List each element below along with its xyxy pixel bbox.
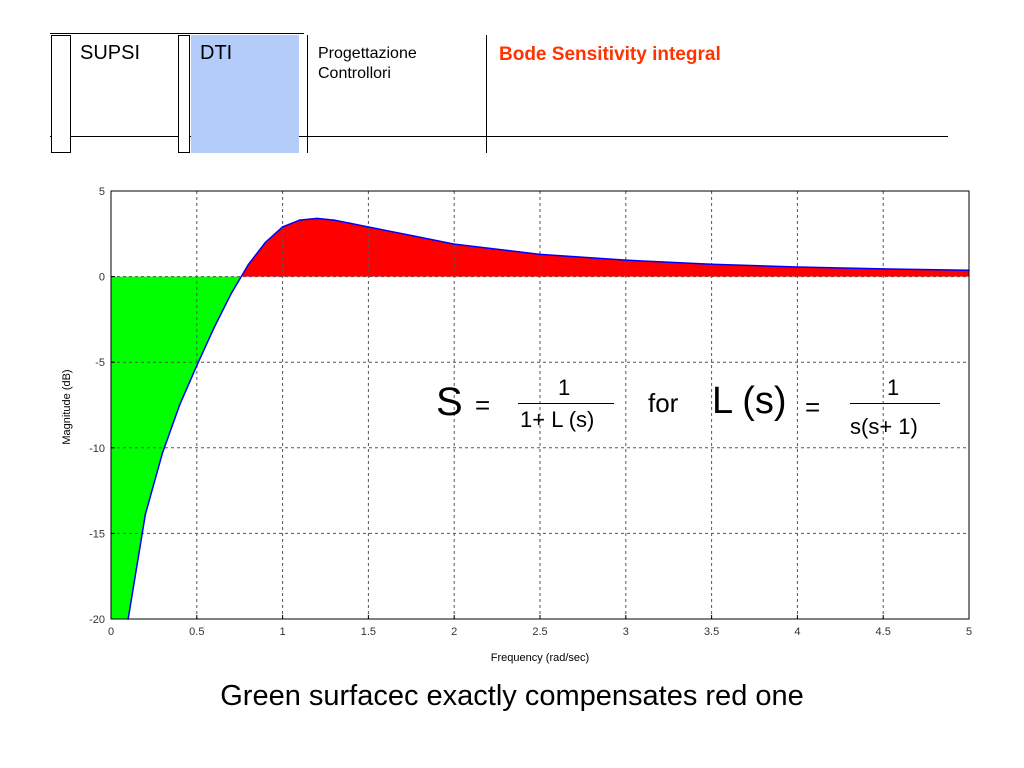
x-tick-label-10: 5: [966, 626, 972, 638]
formula-equals-1: =: [475, 390, 491, 420]
caption: Green surfacec exactly compensates red o…: [220, 680, 804, 712]
curve-point-9: [281, 226, 284, 228]
header-marker-middle: [178, 35, 190, 153]
slide-title: Bode Sensitivity integral: [499, 44, 721, 65]
header-bottom-line: [50, 136, 948, 137]
course-line-1: Progettazione: [318, 45, 417, 62]
positive-area: [241, 218, 969, 277]
curve-point-2: [161, 452, 164, 454]
formula-equals-2: =: [805, 392, 821, 422]
dept-name: DTI: [200, 42, 233, 64]
curve-point-5: [213, 327, 215, 329]
curve-point-11: [316, 217, 318, 220]
header-divider-1: [307, 35, 308, 153]
curve-point-8: [264, 241, 267, 244]
fraction-bar-2: [850, 403, 940, 404]
x-tick-label-9: 4.5: [876, 626, 891, 638]
y-tick-label-5: 5: [99, 186, 105, 198]
x-tick-label-8: 4: [794, 626, 800, 638]
curve-point-16: [453, 243, 456, 245]
chart-ticks: 0 0.5 1 1.5 2 2.5 3 3.5 4 4.5 5 -20 -15 -10 -5 0 5: [89, 186, 972, 638]
curve-point-20: [796, 266, 799, 268]
header-dti-highlight: [191, 35, 299, 153]
chart-curve: [127, 217, 970, 620]
curve-point-21: [882, 268, 884, 270]
y-tick-label-1: -15: [89, 528, 105, 540]
formula-s: S: [436, 380, 463, 424]
curve-point-17: [539, 253, 541, 256]
curve-point-15: [410, 234, 413, 237]
x-tick-label-0: 0: [108, 626, 114, 638]
curve-point-12: [333, 219, 335, 221]
curve-point-14: [367, 226, 370, 228]
y-tick-label-2: -10: [89, 443, 105, 455]
formula-denominator-2: s(s+ 1): [850, 414, 918, 439]
header-divider-2: [486, 35, 487, 153]
header-top-line: [50, 33, 304, 34]
x-tick-label-7: 3.5: [704, 626, 719, 638]
curve-point-6: [230, 292, 232, 295]
formula-denominator-1: 1+ L (s): [520, 407, 595, 432]
curve-point-10: [298, 219, 301, 221]
y-tick-label-3: -5: [95, 357, 105, 369]
formula-numerator-1: 1: [558, 375, 571, 400]
y-tick-label-4: 0: [99, 272, 105, 284]
curve-point-13: [350, 222, 353, 225]
y-tick-label-0: -20: [89, 614, 105, 626]
fraction-bar-1: [518, 403, 614, 404]
header-marker-left: [51, 35, 71, 153]
curve-point-19: [710, 263, 713, 266]
x-tick-label-2: 1: [280, 626, 286, 638]
org-name: SUPSI: [80, 42, 141, 64]
course-line-2: Controllori: [318, 65, 391, 82]
x-tick-label-3: 1.5: [361, 626, 376, 638]
curve-point-18: [625, 259, 627, 261]
curve-point-4: [196, 364, 198, 367]
formula-for: for: [648, 388, 679, 418]
x-axis-label: Frequency (rad/sec): [491, 652, 589, 664]
curve-point-3: [178, 404, 181, 406]
x-tick-label-4: 2: [451, 626, 457, 638]
formula-numerator-2: 1: [887, 375, 900, 400]
chart-grid: [111, 191, 969, 619]
course-name: Progettazione Controllori: [318, 44, 417, 84]
curve-point-7: [247, 263, 250, 266]
bode-sensitivity-chart: 0 0.5 1 1.5 2 2.5 3 3.5 4 4.5 5 -20 -15 -10 -5 0 5 Frequ…: [61, 186, 972, 664]
formula-l-of-s: L (s): [712, 380, 787, 422]
x-tick-label-1: 0.5: [189, 626, 204, 638]
x-tick-label-6: 3: [623, 626, 629, 638]
y-axis-label: Magnitude (dB): [61, 369, 73, 444]
curve-point-1: [144, 513, 147, 516]
x-tick-label-5: 2.5: [532, 626, 547, 638]
